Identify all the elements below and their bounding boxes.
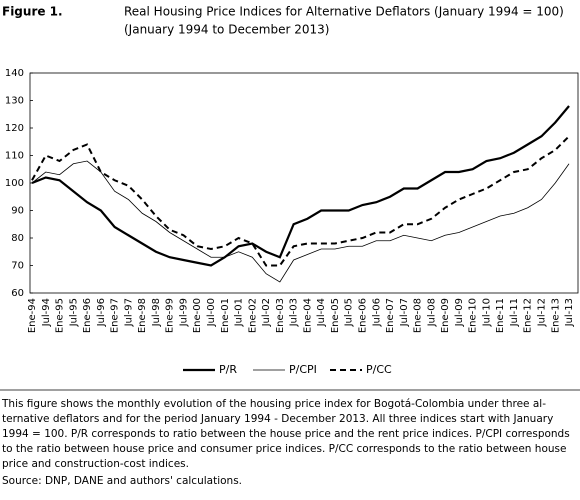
legend-label: P/CPI bbox=[289, 363, 317, 376]
chart-subtitle: (January 1994 to December 2013) bbox=[124, 23, 329, 37]
series-line bbox=[31, 160, 570, 283]
x-tick-label: Jul-96 bbox=[96, 298, 107, 327]
legend-label: P/CC bbox=[366, 363, 392, 376]
x-tick-label: Ene-01 bbox=[220, 298, 231, 333]
x-tick-label: Jul-08 bbox=[426, 298, 437, 327]
source: Source: DNP, DANE and authors' calculati… bbox=[2, 475, 242, 487]
x-tick-label: Jul-95 bbox=[68, 298, 79, 327]
x-tick-label: Ene-99 bbox=[165, 298, 176, 333]
x-tick-label: Ene-07 bbox=[385, 298, 396, 333]
x-tick-label: Jul-09 bbox=[454, 298, 465, 327]
x-tick-label: Jul-11 bbox=[509, 298, 520, 327]
x-tick-label: Ene-02 bbox=[247, 298, 258, 333]
y-tick-label: 70 bbox=[11, 261, 24, 272]
plot-frame bbox=[29, 72, 579, 294]
caption-line: price and construction-cost indices. bbox=[2, 458, 189, 470]
caption-line: to the ratio between house price and con… bbox=[2, 443, 566, 455]
figure-label: Figure 1. bbox=[2, 5, 63, 19]
y-tick-label: 110 bbox=[5, 151, 24, 162]
x-tick-label: Ene-97 bbox=[110, 298, 121, 333]
x-tick-label: Jul-05 bbox=[344, 298, 355, 327]
x-tick-label: Ene-96 bbox=[82, 298, 93, 333]
y-tick-label: 130 bbox=[5, 96, 24, 107]
y-tick-label: 80 bbox=[11, 233, 24, 244]
x-tick-label: Ene-09 bbox=[440, 298, 451, 333]
x-tick-label: Jul-12 bbox=[536, 298, 547, 327]
caption-line: ternative deflators and for the period J… bbox=[2, 413, 553, 425]
x-tick-label: Ene-98 bbox=[137, 298, 148, 333]
x-tick-label: Ene-94 bbox=[27, 298, 38, 333]
x-tick-label: Jul-10 bbox=[481, 298, 492, 327]
series-line bbox=[31, 105, 570, 267]
caption-line: This figure shows the monthly evolution … bbox=[1, 398, 546, 410]
x-tick-label: Jul-06 bbox=[371, 298, 382, 327]
y-tick-label: 140 bbox=[5, 68, 24, 79]
x-tick-label: Ene-05 bbox=[330, 298, 341, 333]
y-tick-label: 90 bbox=[11, 206, 24, 217]
x-tick-label: Ene-06 bbox=[357, 298, 368, 333]
x-tick-label: Jul-02 bbox=[261, 298, 272, 327]
x-tick-label: Ene-11 bbox=[495, 298, 506, 333]
x-tick-label: Jul-13 bbox=[564, 298, 575, 327]
x-tick-label: Ene-04 bbox=[302, 298, 313, 333]
x-tick-label: Jul-98 bbox=[151, 298, 162, 327]
y-tick-label: 60 bbox=[11, 288, 24, 299]
x-tick-label: Jul-07 bbox=[399, 298, 410, 327]
x-tick-label: Ene-03 bbox=[275, 298, 286, 333]
chart-title: Real Housing Price Indices for Alternati… bbox=[124, 5, 564, 19]
legend-label: P/R bbox=[219, 363, 237, 376]
x-tick-label: Ene-13 bbox=[550, 298, 561, 333]
x-tick-label: Ene-00 bbox=[192, 298, 203, 333]
series-line bbox=[31, 135, 570, 267]
x-tick-label: Jul-94 bbox=[41, 298, 52, 327]
y-tick-label: 120 bbox=[5, 123, 24, 134]
x-tick-label: Jul-97 bbox=[123, 298, 134, 327]
caption-line: 1994 = 100. P/R corresponds to ratio bet… bbox=[2, 428, 570, 440]
x-tick-label: Jul-01 bbox=[234, 298, 245, 327]
x-tick-label: Jul-00 bbox=[206, 298, 217, 327]
y-tick-label: 100 bbox=[5, 178, 24, 189]
x-tick-label: Ene-10 bbox=[468, 298, 479, 333]
x-tick-label: Ene-08 bbox=[413, 298, 424, 333]
x-tick-label: Ene-12 bbox=[523, 298, 534, 333]
x-tick-label: Jul-04 bbox=[316, 298, 327, 327]
x-tick-label: Ene-95 bbox=[55, 298, 66, 333]
x-tick-label: Jul-03 bbox=[289, 298, 300, 327]
x-tick-label: Jul-99 bbox=[178, 298, 189, 327]
